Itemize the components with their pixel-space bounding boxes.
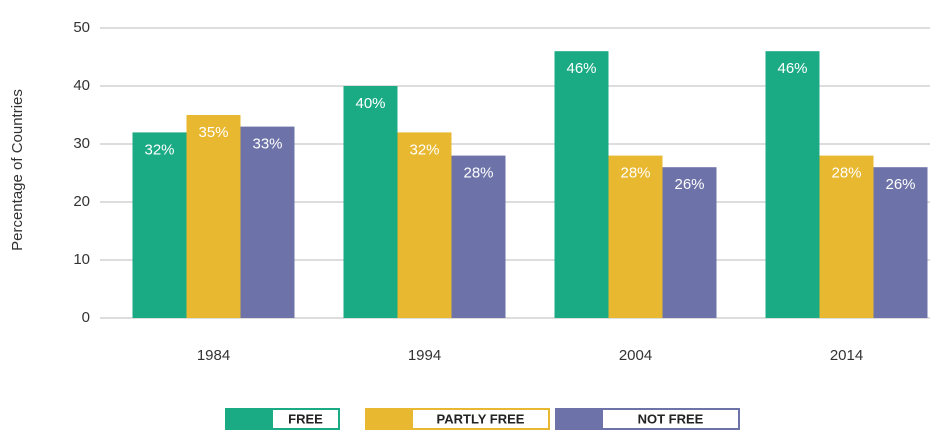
value-label: 35% <box>198 124 228 141</box>
value-label: 26% <box>885 176 915 193</box>
bar <box>819 155 874 318</box>
y-axis-label: Percentage of Countries <box>9 89 26 251</box>
x-tick-label: 1984 <box>197 347 230 364</box>
y-tick-label: 20 <box>73 193 90 210</box>
legend-label: NOT FREE <box>638 411 704 426</box>
bar <box>343 86 398 318</box>
bar <box>240 126 295 318</box>
bar <box>397 132 452 318</box>
bar <box>186 115 241 318</box>
legend-box <box>413 410 548 428</box>
y-tick-label: 30 <box>73 135 90 152</box>
bar <box>451 155 506 318</box>
legend-box <box>273 410 338 428</box>
legend-box <box>603 410 738 428</box>
value-label: 40% <box>355 95 385 112</box>
value-label: 28% <box>463 165 493 182</box>
y-tick-label: 40 <box>73 77 90 94</box>
legend-label: FREE <box>288 411 323 426</box>
value-label: 32% <box>409 141 439 158</box>
value-label: 46% <box>566 60 596 77</box>
value-label: 33% <box>252 136 282 153</box>
value-label: 46% <box>777 60 807 77</box>
legend-label: PARTLY FREE <box>437 411 525 426</box>
x-tick-label: 1994 <box>408 347 441 364</box>
value-label: 32% <box>144 141 174 158</box>
y-tick-label: 0 <box>82 309 90 326</box>
bar <box>608 155 663 318</box>
y-tick-label: 50 <box>73 19 90 36</box>
bar <box>554 51 609 318</box>
x-tick-label: 2014 <box>830 347 863 364</box>
bar <box>662 167 717 318</box>
bar <box>873 167 928 318</box>
y-tick-label: 10 <box>73 251 90 268</box>
value-label: 28% <box>831 165 861 182</box>
value-label: 26% <box>674 176 704 193</box>
bar <box>765 51 820 318</box>
x-tick-label: 2004 <box>619 347 652 364</box>
bar <box>132 132 187 318</box>
value-label: 28% <box>620 165 650 182</box>
